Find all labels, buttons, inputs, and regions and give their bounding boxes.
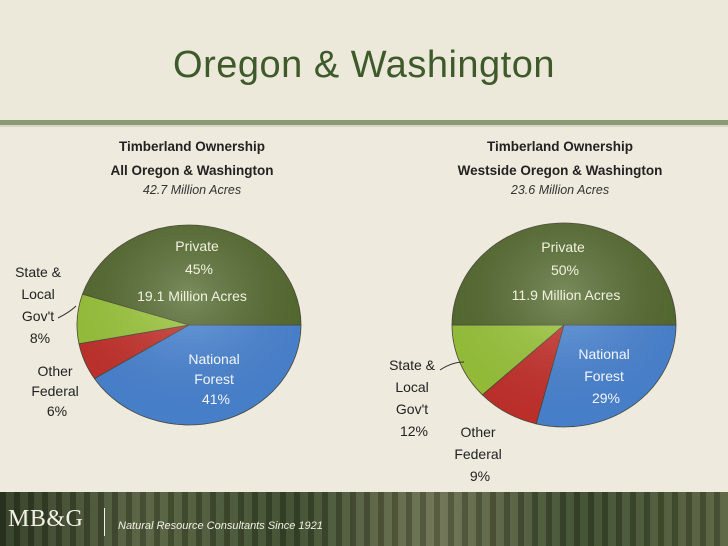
title-rule xyxy=(0,120,728,125)
chart1-label-private: Private 45% xyxy=(175,238,222,277)
charts-canvas: Timberland Ownership All Oregon & Washin… xyxy=(15,139,677,484)
company-logo: MB&G xyxy=(8,506,84,532)
footer-forest-banner: MB&G Natural Resource Consultants Since … xyxy=(0,492,728,546)
chart1-label-other-federal: Other Federal 6% xyxy=(31,363,82,419)
chart2-label-state-local: State & Local Gov't 12% xyxy=(389,357,439,439)
chart2-label-other-federal: Other Federal 9% xyxy=(454,424,505,484)
chart1-label-state-local: State & Local Gov't 8% xyxy=(15,264,65,346)
chart2-label-national-forest: National Forest 29% xyxy=(578,346,633,406)
chart2-title: Timberland Ownership xyxy=(487,139,633,154)
chart1-label-national-forest: National Forest 41% xyxy=(188,351,243,407)
page-title: Oregon & Washington xyxy=(173,44,555,86)
chart1-label-private-acres: 19.1 Million Acres xyxy=(137,288,247,304)
chart2-leader-state-local xyxy=(439,361,465,371)
footer-divider xyxy=(104,508,105,536)
chart1-subtitle: All Oregon & Washington xyxy=(111,163,274,178)
title-band xyxy=(0,0,728,120)
footer-texture xyxy=(0,492,728,546)
chart2-subtitle: Westside Oregon & Washington xyxy=(458,163,663,178)
chart1-pie-sheen xyxy=(77,225,301,425)
chart2-pie xyxy=(451,222,677,428)
chart1-pie xyxy=(76,224,302,426)
chart2-label-private-acres: 11.9 Million Acres xyxy=(512,287,621,303)
chart1-title: Timberland Ownership xyxy=(119,139,265,154)
title-rule-accent xyxy=(0,125,728,127)
chart2-pie-sheen xyxy=(452,223,676,427)
company-tagline: Natural Resource Consultants Since 1921 xyxy=(118,520,323,532)
chart2-labels: Private 50% 11.9 Million Acres National … xyxy=(389,239,633,484)
chart1-total: 42.7 Million Acres xyxy=(143,183,241,197)
chart1-labels: Private 45% 19.1 Million Acres National … xyxy=(15,238,247,419)
chart1-leader-state-local xyxy=(57,305,77,319)
chart2-total: 23.6 Million Acres xyxy=(510,183,609,197)
chart2-label-private: Private 50% xyxy=(541,239,588,278)
